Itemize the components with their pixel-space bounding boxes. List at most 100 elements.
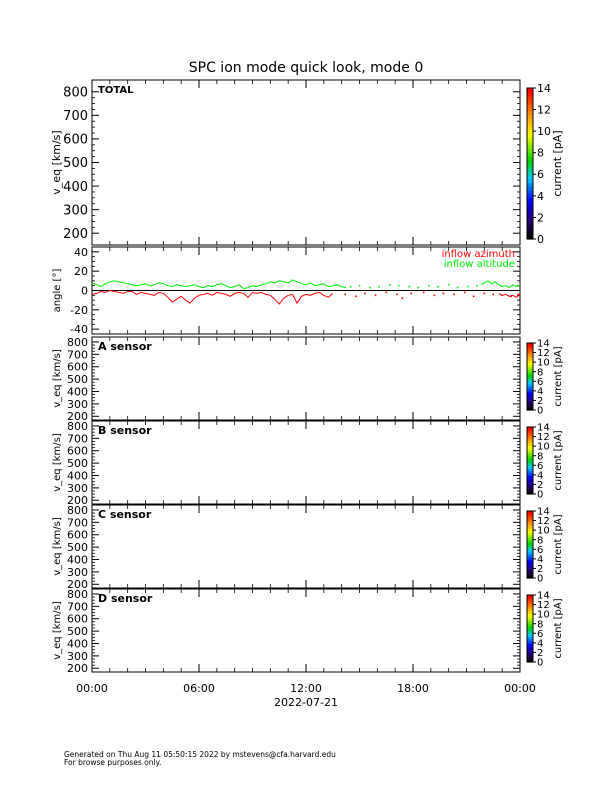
colorbar-tick-label-B: 14 xyxy=(537,423,550,434)
series-point-0 xyxy=(344,293,347,296)
colorbar-cell-A xyxy=(527,351,533,354)
colorbar-cell-C xyxy=(527,554,533,557)
colorbar-cell-D xyxy=(527,640,533,643)
series-point-0 xyxy=(433,294,436,297)
colorbar-cell-C xyxy=(527,561,533,564)
colorbar-tick-label-TOTAL: 0 xyxy=(537,233,544,246)
y-axis-label-A: v_eq [km/s] xyxy=(52,349,63,408)
y-axis-label-TOTAL: v_eq [km/s] xyxy=(50,130,63,194)
colorbar-label-TOTAL: current [pA] xyxy=(551,130,564,196)
colorbar-cell-C xyxy=(527,549,533,552)
colorbar-cell-B xyxy=(527,455,533,458)
colorbar-tick-label-TOTAL: 4 xyxy=(537,190,544,203)
colorbar-cell-D xyxy=(527,596,533,599)
colorbar-cell-B xyxy=(527,448,533,452)
colorbar-cell-TOTAL xyxy=(527,178,533,183)
colorbar-cell-D xyxy=(527,598,533,601)
series-point-0 xyxy=(364,292,366,295)
series-point-0 xyxy=(374,294,377,297)
colorbar-cell-C xyxy=(527,539,533,542)
colorbar-cell-TOTAL xyxy=(527,88,533,93)
colorbar-A xyxy=(526,342,534,411)
colorbar-cell-C xyxy=(527,556,533,559)
y-tick-label-D: 400 xyxy=(67,637,88,650)
colorbar-cell-TOTAL xyxy=(527,171,533,176)
colorbar-cell-D xyxy=(527,606,533,609)
colorbar-cell-A xyxy=(527,374,533,378)
colorbar-cell-TOTAL xyxy=(527,129,533,134)
colorbar-cell-B xyxy=(527,487,533,490)
y-axis-label-angle: angle [°] xyxy=(52,269,63,313)
colorbar-cell-A xyxy=(527,348,533,351)
series-point-0 xyxy=(517,293,520,296)
colorbar-cell-C xyxy=(527,567,533,571)
colorbar-cell-TOTAL xyxy=(527,208,533,214)
colorbar-tick-label-A: 0 xyxy=(537,406,543,417)
colorbar-cell-B xyxy=(527,465,533,468)
colorbar-cell-B xyxy=(527,430,533,433)
x-tick-label: 00:00 xyxy=(76,682,108,695)
colorbar-cell-C xyxy=(527,564,533,567)
colorbar-cell-C xyxy=(527,534,533,537)
colorbar-cell-TOTAL xyxy=(527,159,533,165)
y-tick-label-TOTAL: 600 xyxy=(63,133,88,148)
colorbar-cell-B xyxy=(527,485,533,488)
colorbar-cell-A xyxy=(527,363,533,366)
colorbar-cell-B xyxy=(527,457,533,460)
colorbar-cell-D xyxy=(527,621,533,625)
colorbar-cell-A xyxy=(527,371,533,374)
colorbar-cell-C xyxy=(527,526,533,529)
colorbar-cell-B xyxy=(527,450,533,453)
colorbar-tick-label-B: 12 xyxy=(537,432,550,443)
colorbar-cell-C xyxy=(527,536,533,539)
colorbar-cell-C xyxy=(527,574,533,577)
colorbar-cell-C xyxy=(527,546,533,549)
series-point-0 xyxy=(472,295,475,298)
colorbar-cell-B xyxy=(527,470,533,473)
panel-label-C: C sensor xyxy=(98,508,152,521)
colorbar-cell-C xyxy=(527,522,533,525)
colorbar-tick-label-D: 0 xyxy=(537,658,543,669)
colorbar-cell-D xyxy=(527,608,533,611)
series-point-1 xyxy=(408,285,411,288)
y-tick-label-A: 600 xyxy=(67,361,88,374)
colorbar-cell-B xyxy=(527,452,533,455)
colorbar-cell-A xyxy=(527,368,533,371)
colorbar-cell-D xyxy=(527,653,533,656)
series-point-0 xyxy=(355,295,357,298)
series-point-1 xyxy=(389,283,391,286)
colorbar-cell-A xyxy=(527,406,533,409)
colorbar-tick-label-C: 14 xyxy=(537,507,550,518)
colorbar-cell-A xyxy=(527,379,533,383)
colorbar-cell-B xyxy=(527,438,533,441)
y-tick-label-A: 400 xyxy=(67,385,88,398)
y-tick-label-angle: 40 xyxy=(74,246,88,259)
panel-label-A: A sensor xyxy=(98,340,152,353)
colorbar-cell-D xyxy=(527,603,533,606)
colorbar-cell-B xyxy=(527,467,533,470)
panel-label-B: B sensor xyxy=(98,424,152,437)
y-tick-label-TOTAL: 400 xyxy=(63,180,88,195)
colorbar-tick-label-A: 14 xyxy=(537,339,550,350)
panel-frame-TOTAL xyxy=(91,79,521,246)
colorbar-cell-A xyxy=(527,386,533,389)
colorbar-cell-C xyxy=(527,566,533,569)
colorbar-cell-TOTAL xyxy=(527,235,533,240)
colorbar-tick-label-TOTAL: 10 xyxy=(537,125,551,138)
colorbar-cell-D xyxy=(527,636,533,640)
colorbar-cell-D xyxy=(527,655,533,658)
panel-frame-A xyxy=(91,336,521,421)
colorbar-cell-D xyxy=(527,616,533,620)
colorbar-tick-label-C: 12 xyxy=(537,516,550,527)
colorbar-tick-label-A: 2 xyxy=(537,396,543,407)
colorbar-tick-label-A: 6 xyxy=(537,377,543,388)
colorbar-cell-A xyxy=(527,398,533,401)
colorbar-cell-A xyxy=(527,369,533,373)
colorbar-tick-label-C: 2 xyxy=(537,564,543,575)
colorbar-cell-C xyxy=(527,551,533,554)
colorbar-cell-A xyxy=(527,349,533,352)
colorbar-cell-D xyxy=(527,643,533,646)
colorbar-cell-A xyxy=(527,358,533,361)
colorbar-cell-A xyxy=(527,381,533,384)
colorbar-tick-label-D: 12 xyxy=(537,600,550,611)
